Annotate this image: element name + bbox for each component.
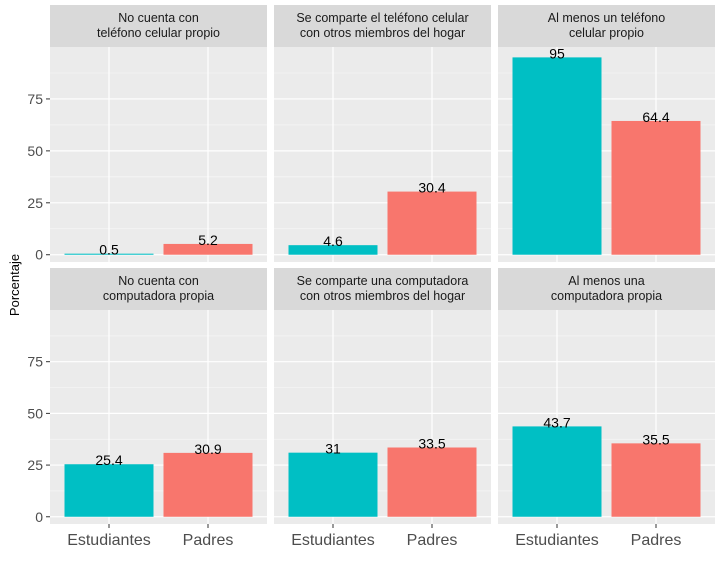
panel-title-line: teléfono celular propio <box>97 26 220 40</box>
panel-title-line: con otros miembros del hogar <box>300 289 465 303</box>
x-tick-label: Padres <box>631 532 682 549</box>
y-tick-label: 50 <box>27 143 43 159</box>
data-label: 33.5 <box>418 435 445 451</box>
bar-estudiantes <box>64 464 154 517</box>
bar-padres <box>387 447 477 517</box>
data-label: 64.4 <box>642 109 669 125</box>
bar-estudiantes <box>288 452 378 517</box>
y-tick-label: 50 <box>27 405 43 421</box>
panel-title-line: con otros miembros del hogar <box>300 26 465 40</box>
x-tick-label: Padres <box>407 532 458 549</box>
plot-background <box>50 47 267 262</box>
bar-estudiantes <box>64 253 154 255</box>
bar-padres <box>163 243 253 255</box>
panel-strip <box>498 5 715 47</box>
data-label: 31 <box>325 441 341 457</box>
panel-title-line: No cuenta con <box>118 274 199 288</box>
bar-estudiantes <box>512 57 602 255</box>
data-label: 30.4 <box>418 180 445 196</box>
y-tick-label: 0 <box>35 247 43 263</box>
y-tick-label: 75 <box>27 91 43 107</box>
y-tick-label: 75 <box>27 354 43 370</box>
bar-estudiantes <box>288 245 378 255</box>
panel-title-line: computadora propia <box>103 289 214 303</box>
panel-title-line: celular propio <box>569 26 644 40</box>
panel-title-line: computadora propia <box>551 289 662 303</box>
panel-strip <box>50 268 267 310</box>
panel-strip <box>498 268 715 310</box>
data-label: 25.4 <box>95 452 122 468</box>
bar-padres <box>611 120 701 255</box>
x-tick-label: Padres <box>183 532 234 549</box>
y-tick-label: 0 <box>35 509 43 525</box>
data-label: 4.6 <box>323 233 343 249</box>
panel-title-line: Al menos un teléfono <box>548 11 665 25</box>
x-tick-label: Estudiantes <box>67 532 151 549</box>
panel-title-line: Se comparte el teléfono celular <box>296 11 468 25</box>
panel-title-line: No cuenta con <box>118 11 199 25</box>
x-tick-label: Estudiantes <box>515 532 599 549</box>
bar-padres <box>611 443 701 517</box>
data-label: 0.5 <box>99 242 119 258</box>
data-label: 30.9 <box>194 441 221 457</box>
y-tick-label: 25 <box>27 457 43 473</box>
bar-padres <box>163 452 253 517</box>
data-label: 5.2 <box>198 232 218 248</box>
data-label: 95 <box>549 45 565 61</box>
x-tick-label: Estudiantes <box>291 532 375 549</box>
data-label: 35.5 <box>642 431 669 447</box>
panel-strip <box>50 5 267 47</box>
bar-estudiantes <box>512 426 602 517</box>
y-tick-label: 25 <box>27 195 43 211</box>
panel-title-line: Se comparte una computadora <box>297 274 469 288</box>
panel-strip <box>274 5 491 47</box>
bar-padres <box>387 191 477 255</box>
panel-title-line: Al menos una <box>568 274 644 288</box>
y-axis-label: Porcentaje <box>7 254 22 316</box>
panel-strip <box>274 268 491 310</box>
data-label: 43.7 <box>543 414 570 430</box>
